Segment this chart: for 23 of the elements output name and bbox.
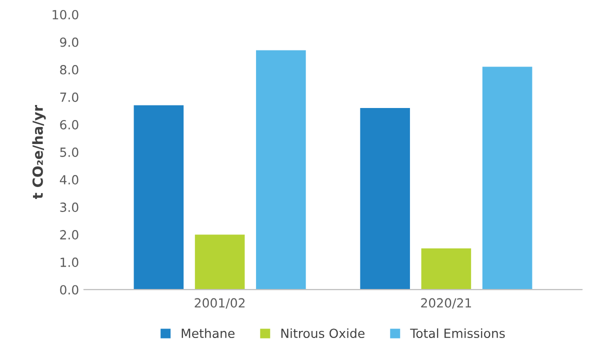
- legend-label: Nitrous Oxide: [281, 328, 364, 338]
- legend-label: Methane: [182, 328, 234, 338]
- bar: [256, 50, 306, 290]
- x-tick-label: 2020/21: [421, 298, 471, 309]
- y-tick-label: 5.0: [60, 148, 78, 157]
- y-tick-label: 3.0: [60, 202, 78, 212]
- bar: [482, 66, 532, 290]
- y-tick-label: 9.0: [60, 37, 78, 47]
- y-tick-label: 8.0: [60, 64, 78, 74]
- y-tick-label: 6.0: [60, 120, 78, 130]
- y-tick-label: 2.0: [60, 230, 78, 240]
- y-tick-label: 1.0: [60, 258, 78, 268]
- bar: [134, 105, 184, 290]
- bar: [194, 234, 245, 290]
- x-tick-label: 2001/02: [194, 298, 245, 309]
- y-tick-label: 0.0: [60, 285, 78, 295]
- y-tick-label: 7.0: [60, 92, 78, 102]
- y-tick-label: 10.0: [52, 10, 78, 20]
- bar: [421, 248, 472, 290]
- bar: [360, 108, 410, 290]
- y-tick-label: 4.0: [60, 175, 78, 184]
- legend-label: Total Emissions: [410, 328, 505, 338]
- y-axis-title: t CO₂e/ha/yr: [32, 104, 46, 199]
